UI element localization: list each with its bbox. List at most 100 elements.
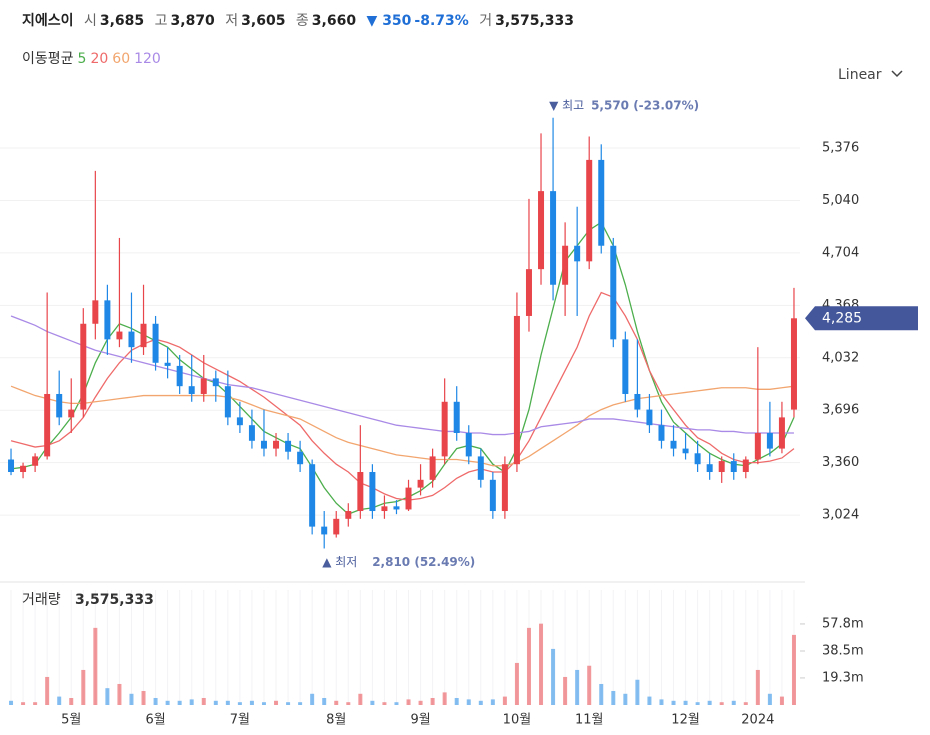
volume-bar (659, 699, 664, 705)
candle-body (260, 440, 267, 449)
volume-bar (502, 696, 507, 705)
volume-bar (249, 700, 254, 705)
candle-body (574, 245, 581, 262)
candle-body (405, 487, 412, 510)
candle-body (453, 401, 460, 433)
volume-bar (322, 697, 327, 705)
candle-body (309, 464, 316, 527)
volume-bar (382, 702, 387, 705)
volume-bar (514, 662, 519, 705)
volume-bar (587, 665, 592, 705)
x-tick-label: 12월 (671, 713, 700, 728)
scale-mode: Linear (838, 67, 882, 83)
volume-bar (539, 623, 544, 705)
volume-bar (286, 702, 291, 705)
y-tick-label: 3,360 (822, 455, 859, 470)
header: 지에스이 시 3,685 고 3,870 저 3,605 종 3,660 ▼ 350 -8… (22, 10, 580, 30)
volume-value: 3,575,333 (75, 592, 154, 608)
y-tick-label: 5,376 (822, 141, 859, 156)
candle-body (754, 432, 761, 460)
high-marker: ▼ 최고 (549, 98, 584, 112)
last-price-tag (805, 306, 918, 331)
ma-line (10, 291, 795, 501)
volume-bar (213, 700, 218, 705)
candle-body (441, 401, 448, 457)
volume-bar (57, 696, 62, 705)
candle-body (56, 393, 63, 418)
candle-body (68, 409, 75, 418)
last-price-label: 4,285 (822, 310, 862, 326)
volume-bar (611, 690, 616, 705)
x-tick-label: 10월 (503, 713, 532, 728)
x-tick-label: 8월 (326, 713, 346, 728)
volume-bar (767, 693, 772, 705)
volume-bar (551, 648, 556, 705)
volume-bar (707, 700, 712, 705)
candle-body (285, 440, 292, 452)
value: 3,605 (241, 13, 286, 29)
volume-bar (430, 697, 435, 705)
candle-body (465, 432, 472, 457)
candle-body (297, 451, 304, 465)
candle-body (200, 378, 207, 394)
volume-bar (442, 692, 447, 705)
volume-title: 거래량 (22, 592, 61, 608)
volume-bar (153, 697, 158, 705)
volume-bar (310, 693, 315, 705)
volume-bar (671, 700, 676, 705)
candle-body (622, 339, 629, 394)
volume-bar (358, 693, 363, 705)
candle-body (273, 440, 280, 449)
volume-bar (454, 697, 459, 705)
volume-bar (490, 699, 495, 705)
volume-bar (635, 679, 640, 705)
volume-bar (225, 700, 230, 705)
candle-body (778, 417, 785, 449)
volume-bar (141, 690, 146, 705)
candle-body (682, 448, 689, 454)
value: 3,870 (170, 13, 215, 29)
change-pct: -8.73% (414, 13, 469, 29)
candle-body (742, 459, 749, 473)
candle-body (538, 191, 545, 270)
y-tick-label: 4,032 (822, 350, 859, 365)
label: 종 (295, 13, 309, 29)
candle-body (212, 378, 219, 387)
candle-body (718, 461, 725, 473)
candle-body (92, 300, 99, 324)
legend-entry[interactable]: 5 (77, 51, 87, 67)
label: 저 (225, 13, 239, 29)
volume-bar (563, 676, 568, 705)
candle-body (188, 386, 195, 394)
scale-dropdown[interactable]: Linear (838, 67, 904, 83)
candle-body (116, 331, 123, 340)
candle-body (550, 191, 557, 285)
candle-body (694, 453, 701, 465)
volume-bar (177, 700, 182, 705)
legend-entry[interactable]: 120 (134, 51, 161, 67)
candle-body (224, 386, 231, 418)
legend-entry[interactable]: 60 (112, 51, 131, 67)
volume-bar (45, 676, 50, 705)
label: 고 (154, 13, 168, 29)
candle-body (44, 393, 51, 457)
volume-bar (334, 700, 339, 705)
volume-bar (21, 702, 26, 705)
candle-body (80, 323, 87, 410)
y-tick-label: 3,696 (822, 403, 859, 418)
volume-bar (575, 669, 580, 705)
low-marker: ▲ 최저 (322, 555, 357, 569)
candle-body (586, 159, 593, 262)
candle-body (790, 318, 797, 410)
legend-entry[interactable]: 20 (90, 51, 109, 67)
candle-body (140, 323, 147, 348)
volume-bar (478, 700, 483, 705)
value: 3,685 (99, 13, 145, 29)
x-tick-label: 5월 (61, 713, 81, 728)
candle-body (236, 417, 243, 426)
candle-body (333, 518, 340, 535)
volume-bar (623, 693, 628, 705)
volume-bar (743, 702, 748, 705)
